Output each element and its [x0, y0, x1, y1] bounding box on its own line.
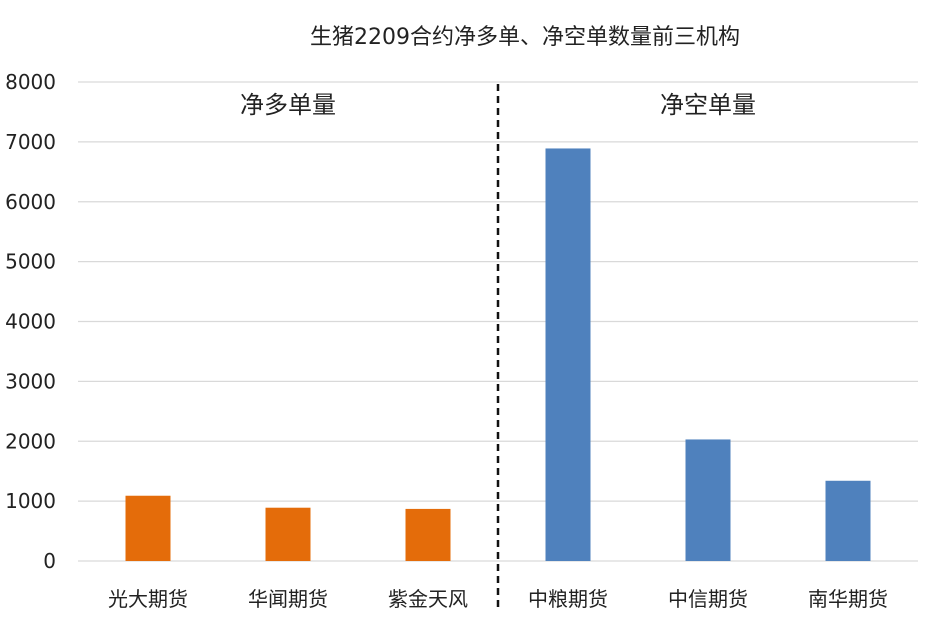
bar [685, 439, 731, 561]
bar [125, 495, 171, 561]
group-label: 净空单量 [660, 91, 756, 119]
y-tick-label: 2000 [5, 429, 56, 453]
x-category-label: 中信期货 [668, 587, 748, 611]
y-tick-label: 8000 [5, 70, 56, 94]
x-category-label: 光大期货 [108, 587, 188, 611]
y-tick-label: 7000 [5, 130, 56, 154]
y-axis-tick-labels: 0 1000 2000 3000 4000 5000 6000 7000 8000 [5, 70, 56, 573]
chart-title: 生猪2209合约净多单、净空单数量前三机构 [310, 25, 740, 50]
bar [825, 480, 871, 561]
y-tick-label: 3000 [5, 369, 56, 393]
y-tick-label: 1000 [5, 489, 56, 513]
x-category-label: 紫金天风 [388, 587, 468, 611]
group-labels: 净多单量 净空单量 [240, 91, 756, 119]
x-category-label: 南华期货 [808, 587, 888, 611]
bar [265, 507, 311, 561]
gridlines [78, 81, 918, 562]
y-tick-label: 6000 [5, 190, 56, 214]
x-category-label: 中粮期货 [528, 587, 608, 611]
bar [545, 148, 591, 561]
x-category-label: 华闻期货 [248, 587, 328, 611]
y-tick-label: 4000 [5, 310, 56, 334]
bars [125, 148, 871, 561]
x-axis-category-labels: 光大期货 华闻期货 紫金天风 中粮期货 中信期货 南华期货 [108, 587, 888, 611]
bar [405, 508, 451, 561]
group-label: 净多单量 [240, 91, 336, 119]
y-tick-label: 5000 [5, 250, 56, 274]
y-tick-label: 0 [43, 549, 56, 573]
